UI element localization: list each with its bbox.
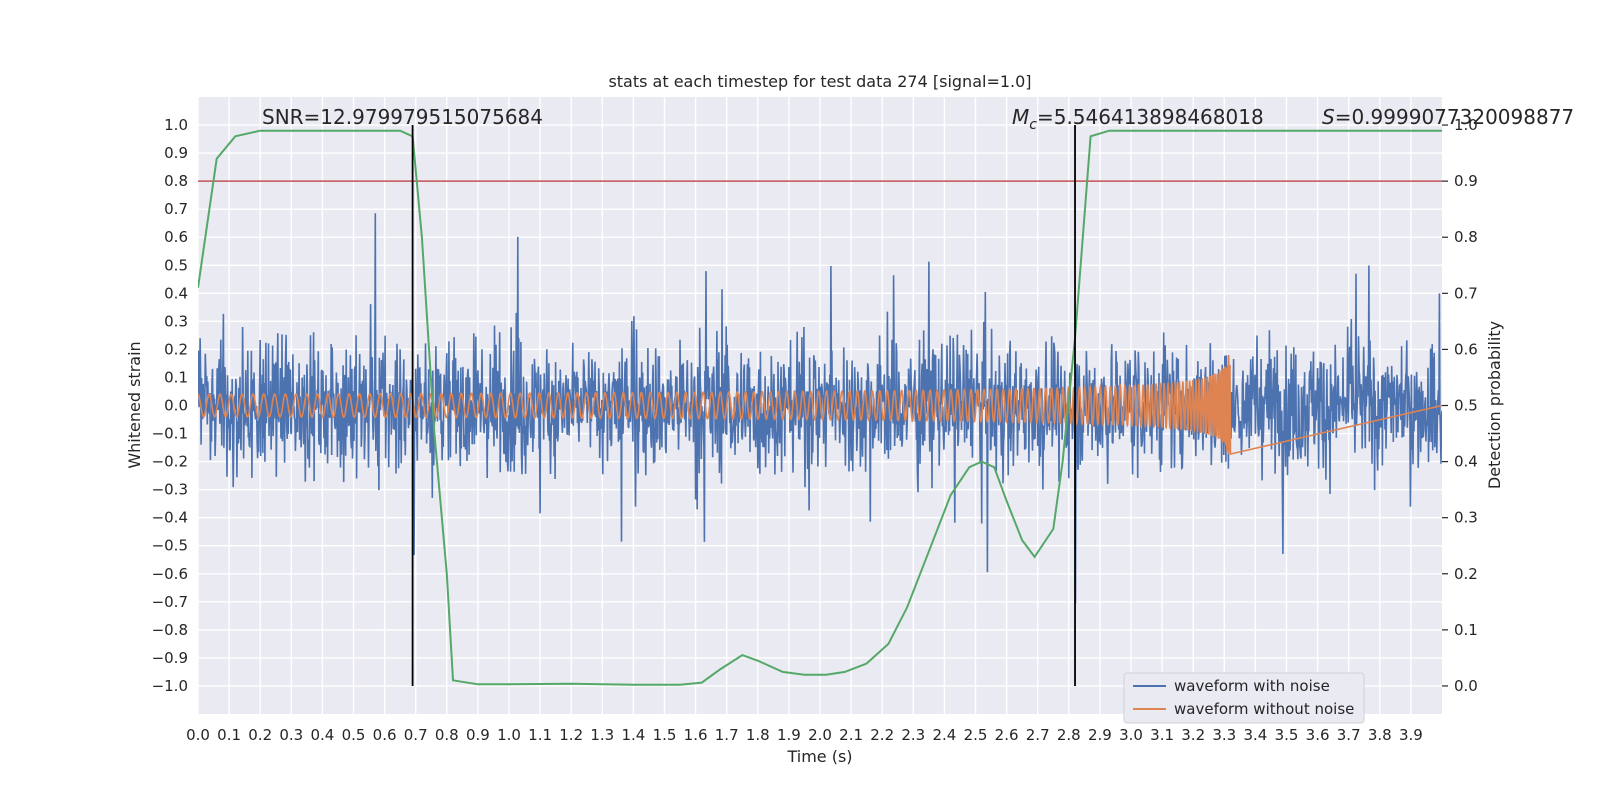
x-tick-label: 3.5 [1275, 726, 1299, 744]
y-left-tick-label: 0.2 [164, 340, 188, 358]
x-axis-ticks: 0.0 0.1 0.2 0.3 0.4 0.5 0.6 0.7 0.8 0.9 1.0 1.1 1.2 1… [186, 726, 1423, 744]
x-tick-label: 2.8 [1057, 726, 1081, 744]
x-tick-label: 3.0 [1119, 726, 1143, 744]
x-tick-label: 2.9 [1088, 726, 1112, 744]
y-left-tick-label: 0.6 [164, 228, 188, 246]
legend: waveform with noise waveform without noi… [1123, 672, 1365, 724]
snr-annotation: SNR=12.979979515075684 [262, 105, 543, 129]
x-tick-label: 0.8 [435, 726, 459, 744]
x-tick-label: 0.2 [248, 726, 272, 744]
y-left-tick-label: −0.1 [152, 425, 188, 443]
x-tick-label: 1.5 [653, 726, 677, 744]
y-left-tick-label: −0.5 [152, 537, 188, 555]
x-tick-label: 1.2 [559, 726, 583, 744]
event-markers [411, 125, 1076, 686]
x-tick-label: 0.4 [310, 726, 334, 744]
x-tick-label: 0.3 [279, 726, 303, 744]
series-waveform-without-noise [198, 354, 1442, 456]
y-right-tick-label: 0.1 [1454, 621, 1478, 639]
legend-box [1123, 672, 1365, 724]
x-axis-label: Time (s) [786, 747, 852, 766]
y-left-tick-label: −0.6 [152, 565, 188, 583]
y-right-tick-label: 0.7 [1454, 284, 1478, 302]
x-tick-label: 1.3 [590, 726, 614, 744]
x-tick-label: 1.1 [528, 726, 552, 744]
y-right-tick-label: 0.3 [1454, 509, 1478, 527]
y-right-tick-label: 0.0 [1454, 677, 1478, 695]
y-left-tick-label: 0.9 [164, 144, 188, 162]
y-left-tick-label: −0.9 [152, 649, 188, 667]
plot-content [198, 125, 1442, 686]
chart-title: stats at each timestep for test data 274… [608, 72, 1031, 91]
x-tick-label: 1.7 [715, 726, 739, 744]
x-tick-label: 1.8 [746, 726, 770, 744]
x-tick-label: 2.5 [964, 726, 988, 744]
x-tick-label: 2.2 [870, 726, 894, 744]
x-tick-label: 1.0 [497, 726, 521, 744]
series-detection-probability [198, 129, 1442, 686]
y-right-tick-label: 0.4 [1454, 453, 1478, 471]
y-left-tick-label: 0.3 [164, 312, 188, 330]
y-left-tick-label: −0.3 [152, 481, 188, 499]
y-right-tick-label: 0.5 [1454, 397, 1478, 415]
y-right-tick-label: 0.9 [1454, 172, 1478, 190]
x-tick-label: 0.0 [186, 726, 210, 744]
y-right-tick-label: 1.0 [1454, 116, 1478, 134]
x-tick-label: 3.7 [1337, 726, 1361, 744]
x-tick-label: 3.6 [1306, 726, 1330, 744]
legend-label-clean: waveform without noise [1174, 700, 1354, 718]
y-left-tick-label: 0.0 [164, 397, 188, 415]
x-tick-label: 3.9 [1399, 726, 1423, 744]
y-left-tick-label: −0.4 [152, 509, 188, 527]
y-left-axis-ticks: 1.0 0.9 0.8 0.7 0.6 0.5 0.4 0.3 0.2 0.1 0.0 −0.1 −0.… [152, 116, 188, 695]
x-tick-label: 2.0 [808, 726, 832, 744]
y-left-tick-label: −0.2 [152, 453, 188, 471]
x-tick-label: 0.6 [373, 726, 397, 744]
x-tick-label: 3.4 [1243, 726, 1267, 744]
x-tick-label: 1.9 [777, 726, 801, 744]
x-tick-label: 3.1 [1150, 726, 1174, 744]
y-left-tick-label: 0.8 [164, 172, 188, 190]
x-tick-label: 0.1 [217, 726, 241, 744]
series-waveform-with-noise [198, 213, 1442, 604]
legend-label-noise: waveform with noise [1174, 677, 1330, 695]
y-left-tick-label: 1.0 [164, 116, 188, 134]
x-tick-label: 0.7 [404, 726, 428, 744]
x-tick-label: 0.9 [466, 726, 490, 744]
y-left-tick-label: 0.5 [164, 256, 188, 274]
x-tick-label: 1.4 [621, 726, 645, 744]
y-left-tick-label: −1.0 [152, 677, 188, 695]
y-left-tick-label: 0.4 [164, 284, 188, 302]
x-tick-label: 2.6 [995, 726, 1019, 744]
x-tick-label: 2.7 [1026, 726, 1050, 744]
x-tick-label: 3.8 [1368, 726, 1392, 744]
y-right-axis-label: Detection probability [1485, 321, 1504, 489]
y-left-tick-label: −0.7 [152, 593, 188, 611]
x-tick-label: 3.3 [1212, 726, 1236, 744]
mc-annotation: Mc=5.546413898468018 [1012, 105, 1264, 133]
y-left-tick-label: −0.8 [152, 621, 188, 639]
y-right-tick-label: 0.2 [1454, 565, 1478, 583]
x-tick-label: 2.4 [932, 726, 956, 744]
y-left-axis-label: Whitened strain [125, 341, 144, 468]
y-right-axis-ticks: 1.0 0.9 0.8 0.7 0.6 0.5 0.4 0.3 0.2 0.1 0.0 [1442, 116, 1478, 695]
y-right-tick-label: 0.6 [1454, 340, 1478, 358]
y-left-tick-label: 0.1 [164, 368, 188, 386]
x-tick-label: 1.6 [684, 726, 708, 744]
x-tick-label: 2.3 [901, 726, 925, 744]
s-annotation: S=0.9999077320098877 [1322, 105, 1574, 129]
x-tick-label: 2.1 [839, 726, 863, 744]
y-left-tick-label: 0.7 [164, 200, 188, 218]
y-right-tick-label: 0.8 [1454, 228, 1478, 246]
x-tick-label: 3.2 [1181, 726, 1205, 744]
x-tick-label: 0.5 [342, 726, 366, 744]
